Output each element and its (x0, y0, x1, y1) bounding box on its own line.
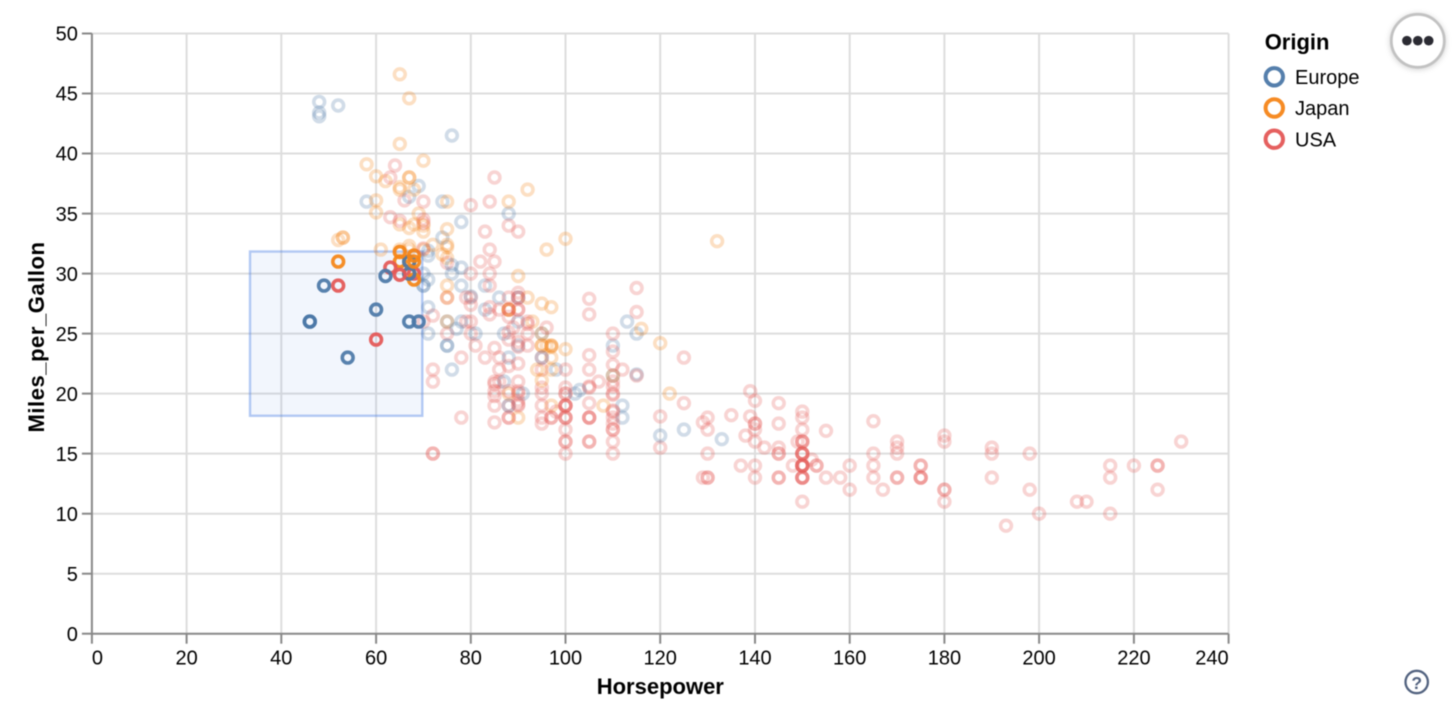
svg-text:0: 0 (67, 624, 78, 646)
svg-text:100: 100 (549, 647, 582, 669)
svg-text:60: 60 (365, 647, 387, 669)
svg-text:20: 20 (56, 384, 78, 406)
svg-text:Miles_per_Gallon: Miles_per_Gallon (24, 242, 49, 433)
svg-text:Japan: Japan (1295, 98, 1350, 120)
svg-text:20: 20 (175, 647, 197, 669)
svg-text:220: 220 (1117, 647, 1150, 669)
svg-text:USA: USA (1295, 129, 1337, 151)
svg-text:35: 35 (56, 204, 78, 226)
svg-text:240: 240 (1195, 647, 1228, 669)
svg-text:140: 140 (738, 647, 771, 669)
svg-text:10: 10 (56, 504, 78, 526)
svg-text:45: 45 (56, 84, 78, 106)
svg-text:160: 160 (833, 647, 866, 669)
svg-text:25: 25 (56, 324, 78, 346)
svg-text:0: 0 (92, 647, 103, 669)
svg-text:30: 30 (56, 264, 78, 286)
svg-text:5: 5 (67, 564, 78, 586)
svg-text:Europe: Europe (1295, 67, 1360, 89)
svg-text:80: 80 (460, 647, 482, 669)
svg-text:Horsepower: Horsepower (597, 674, 725, 699)
svg-text:180: 180 (928, 647, 961, 669)
svg-text:15: 15 (56, 444, 78, 466)
svg-text:40: 40 (56, 144, 78, 166)
svg-text:120: 120 (644, 647, 677, 669)
svg-text:40: 40 (270, 647, 292, 669)
svg-text:200: 200 (1022, 647, 1055, 669)
svg-text:50: 50 (56, 24, 78, 46)
svg-text:?: ? (1411, 673, 1422, 693)
svg-text:Origin: Origin (1265, 29, 1330, 54)
